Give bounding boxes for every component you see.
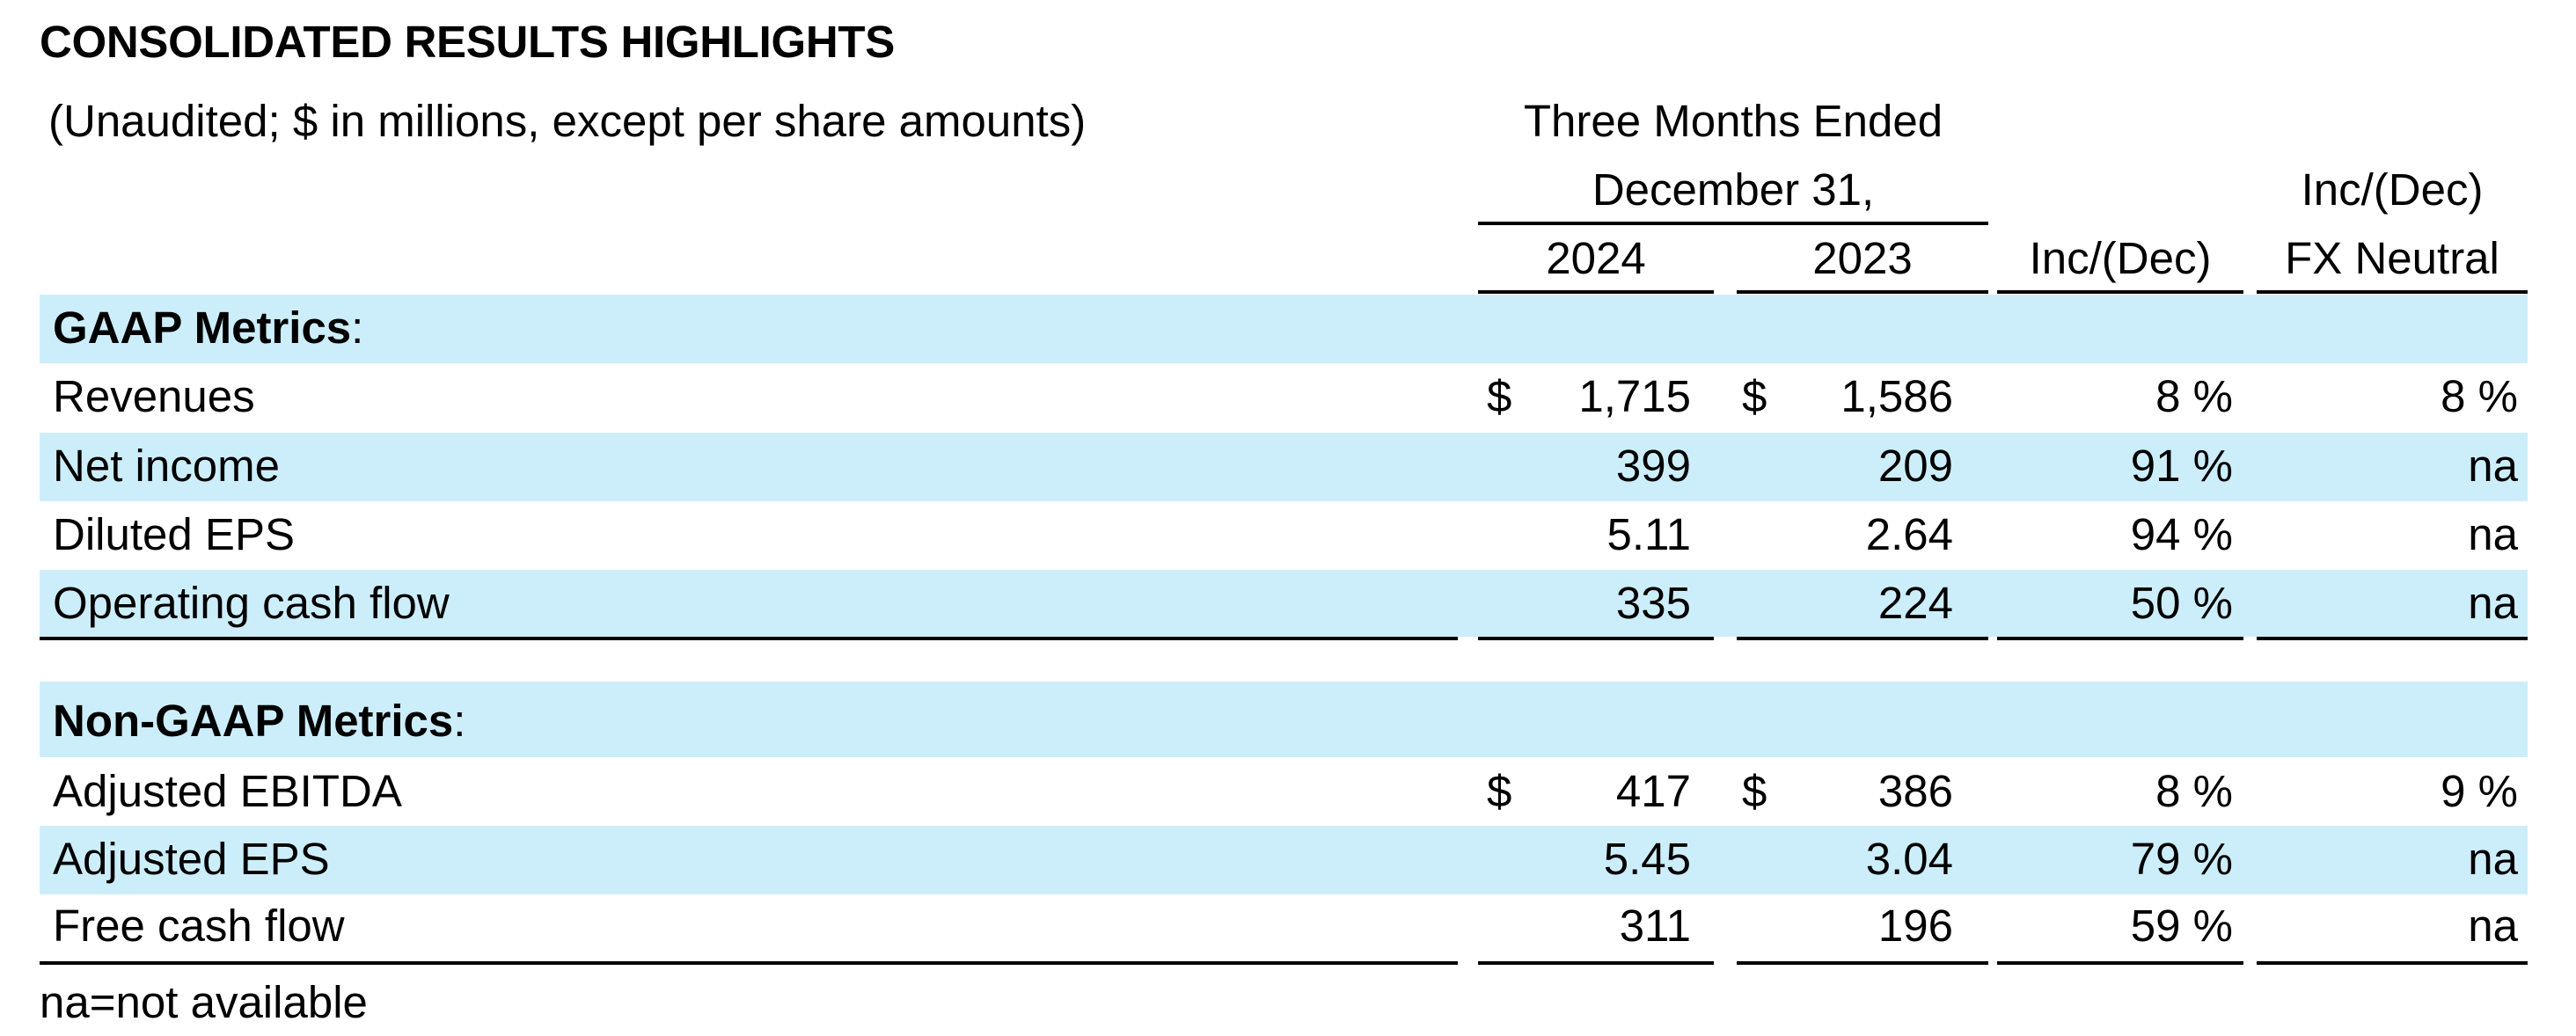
operating-cash-flow-fx-value: na — [2468, 578, 2518, 628]
row-label-revenues: Revenues — [53, 371, 255, 421]
net-income-change-value: 91 % — [2130, 441, 2233, 491]
revenues-fx-value: 8 % — [2441, 371, 2518, 421]
adjusted-eps-change-value: 79 % — [2130, 834, 2233, 884]
non-gaap-section-title: Non-GAAP Metrics — [53, 696, 454, 746]
adjusted-eps-fx-value: na — [2468, 834, 2518, 884]
fx-header-line1: Inc/(Dec) — [2301, 164, 2484, 215]
gaap-change-bottom-rule — [1997, 637, 2243, 640]
operating-cash-flow-band — [40, 570, 2528, 637]
revenues-current-value: 1,715 — [1578, 371, 1691, 421]
report-subtitle: (Unaudited; $ in millions, except per sh… — [48, 96, 1087, 146]
gaap-label-bottom-rule — [40, 637, 1458, 640]
fx-header-underline — [2257, 290, 2528, 294]
row-label-diluted-eps: Diluted EPS — [53, 509, 295, 559]
adjusted-ebitda-prior-value: 386 — [1877, 766, 1953, 816]
adjusted-ebitda-prior-symbol: $ — [1742, 766, 1767, 816]
free-cash-flow-current-value: 311 — [1619, 901, 1691, 951]
row-label-adjusted-ebitda: Adjusted EBITDA — [53, 766, 402, 816]
footnote: na=not available — [40, 977, 368, 1027]
period-header-line2: December 31, — [1592, 164, 1875, 215]
gaap-section-heading: GAAP Metrics: — [53, 302, 363, 354]
operating-cash-flow-current-value: 335 — [1615, 578, 1691, 628]
non-gaap-current-bottom-rule — [1478, 961, 1714, 965]
fx-header-line2: FX Neutral — [2285, 233, 2499, 283]
net-income-current-value: 399 — [1615, 441, 1691, 491]
year-prior-header-underline — [1737, 290, 1988, 294]
free-cash-flow-fx-value: na — [2468, 901, 2518, 951]
gaap-current-bottom-rule — [1478, 637, 1714, 640]
revenues-prior-value: 1,586 — [1841, 371, 1953, 421]
gaap-section-band — [40, 295, 2528, 363]
year-prior-header: 2023 — [1812, 233, 1913, 283]
revenues-change-value: 8 % — [2155, 371, 2233, 421]
diluted-eps-fx-value: na — [2468, 509, 2518, 559]
adjusted-ebitda-change-value: 8 % — [2155, 766, 2233, 816]
non-gaap-section-colon: : — [453, 696, 466, 746]
change-header-underline — [1997, 290, 2243, 294]
free-cash-flow-change-value: 59 % — [2130, 901, 2233, 951]
diluted-eps-change-value: 94 % — [2130, 509, 2233, 559]
adjusted-ebitda-fx-value: 9 % — [2441, 766, 2518, 816]
revenues-current-symbol: $ — [1487, 371, 1512, 421]
year-current-header-underline — [1478, 290, 1714, 294]
free-cash-flow-prior-value: 196 — [1877, 901, 1953, 951]
non-gaap-prior-bottom-rule — [1737, 961, 1988, 965]
year-current-header: 2024 — [1546, 233, 1646, 283]
non-gaap-fx-bottom-rule — [2257, 961, 2528, 965]
row-label-net-income: Net income — [53, 441, 280, 491]
diluted-eps-current-value: 5.11 — [1606, 509, 1691, 559]
net-income-band — [40, 433, 2528, 501]
gaap-prior-bottom-rule — [1737, 637, 1988, 640]
non-gaap-change-bottom-rule — [1997, 961, 2243, 965]
change-header: Inc/(Dec) — [2029, 233, 2212, 283]
operating-cash-flow-change-value: 50 % — [2130, 578, 2233, 628]
period-header-underline — [1478, 222, 1988, 225]
adjusted-eps-band — [40, 826, 2528, 894]
operating-cash-flow-prior-value: 224 — [1877, 578, 1953, 628]
diluted-eps-prior-value: 2.64 — [1865, 509, 1953, 559]
row-label-adjusted-eps: Adjusted EPS — [53, 834, 330, 884]
gaap-fx-bottom-rule — [2257, 637, 2528, 640]
gaap-section-colon: : — [351, 303, 364, 353]
period-header-line1: Three Months Ended — [1523, 96, 1943, 146]
row-label-free-cash-flow: Free cash flow — [53, 901, 345, 951]
adjusted-eps-current-value: 5.45 — [1603, 834, 1691, 884]
net-income-prior-value: 209 — [1877, 441, 1953, 491]
adjusted-eps-prior-value: 3.04 — [1865, 834, 1953, 884]
gaap-section-title: GAAP Metrics — [53, 303, 352, 353]
non-gaap-section-band — [40, 682, 2528, 757]
report-title: CONSOLIDATED RESULTS HIGHLIGHTS — [40, 17, 895, 67]
non-gaap-label-bottom-rule — [40, 961, 1458, 965]
adjusted-ebitda-current-symbol: $ — [1487, 766, 1512, 816]
net-income-fx-value: na — [2468, 441, 2518, 491]
adjusted-ebitda-current-value: 417 — [1615, 766, 1691, 816]
revenues-prior-symbol: $ — [1742, 371, 1767, 421]
row-label-operating-cash-flow: Operating cash flow — [53, 578, 450, 628]
non-gaap-section-heading: Non-GAAP Metrics: — [53, 695, 465, 747]
